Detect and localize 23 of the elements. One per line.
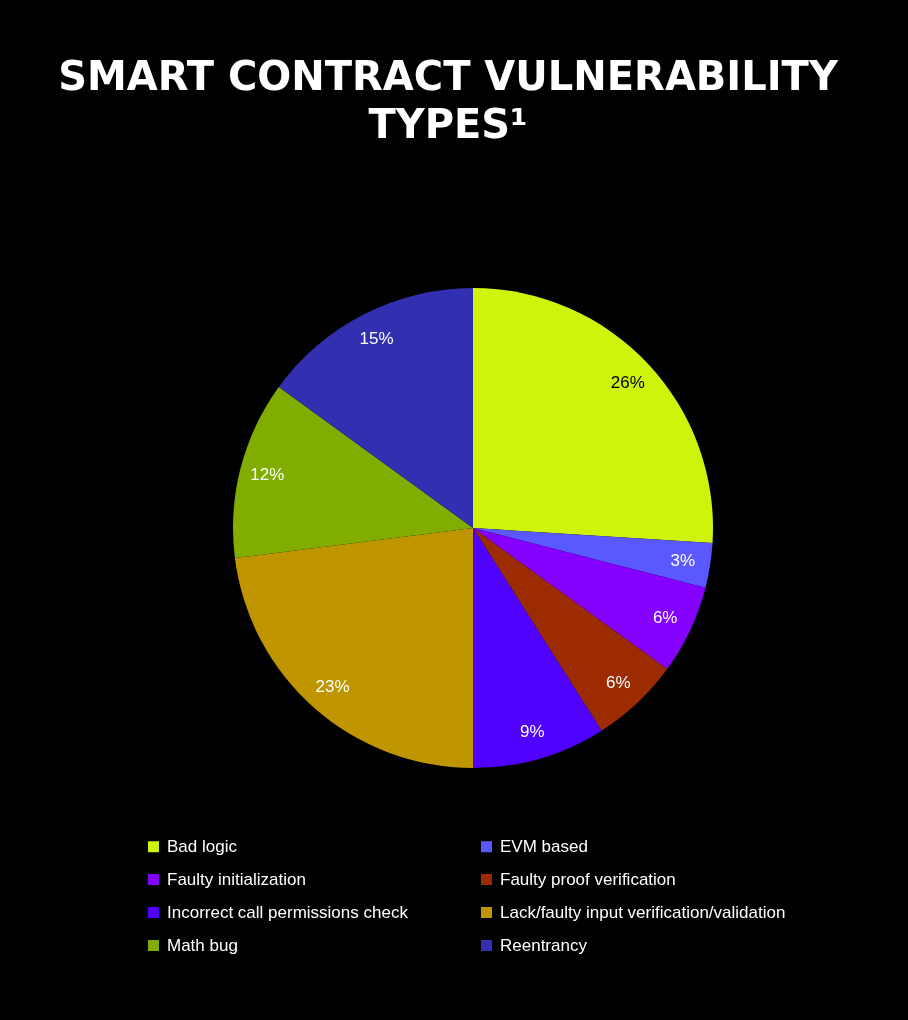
data-label: 12% bbox=[250, 465, 285, 485]
pie-slice bbox=[473, 528, 706, 670]
pie-slice bbox=[473, 528, 602, 768]
legend-label: Reentrancy bbox=[500, 935, 588, 955]
data-label: 26% bbox=[610, 372, 645, 392]
data-label: 6% bbox=[652, 608, 678, 628]
chart-title: SMART CONTRACT VULNERABILITY TYPES¹ bbox=[58, 53, 839, 147]
data-label: 15% bbox=[359, 328, 394, 348]
legend-label: Faulty initialization bbox=[167, 869, 306, 889]
data-label: 9% bbox=[519, 721, 545, 741]
data-label: 3% bbox=[670, 551, 696, 571]
legend-label: Faulty proof verification bbox=[500, 869, 676, 889]
data-label: 23% bbox=[315, 677, 350, 697]
legend-label: Bad logic bbox=[167, 836, 238, 856]
pie-slice bbox=[473, 528, 713, 588]
pie-slice bbox=[233, 386, 473, 559]
legend-label: Lack/faulty input verification/validation bbox=[500, 902, 786, 922]
legend-label: Incorrect call permissions check bbox=[167, 902, 409, 922]
legend-label: EVM based bbox=[500, 836, 588, 856]
pie-slice bbox=[473, 288, 713, 544]
pie-slice bbox=[234, 528, 473, 768]
legend-label: Math bug bbox=[167, 935, 238, 955]
data-label: 6% bbox=[606, 672, 631, 692]
